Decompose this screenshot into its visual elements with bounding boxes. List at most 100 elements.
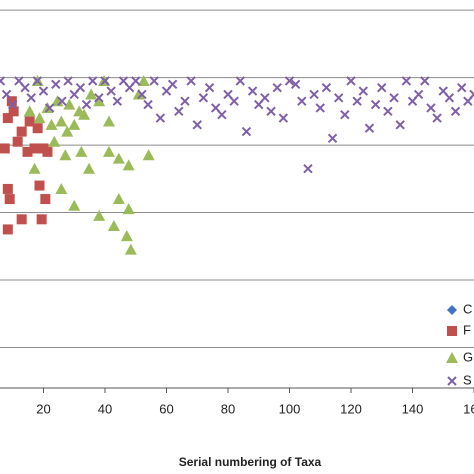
data-point	[78, 108, 91, 120]
data-point	[20, 83, 30, 93]
x-tick-label: 80	[221, 401, 235, 416]
data-point	[426, 103, 436, 113]
data-point	[290, 79, 301, 90]
data-point	[432, 113, 442, 123]
data-point	[107, 220, 120, 232]
legend-marker	[446, 352, 458, 363]
legend-marker	[447, 305, 457, 315]
data-point	[29, 143, 40, 154]
x-tick-label: 100	[279, 401, 301, 416]
data-point	[370, 99, 381, 110]
data-point	[24, 116, 35, 127]
data-point	[8, 99, 18, 110]
data-point	[180, 96, 190, 106]
data-point	[346, 76, 356, 86]
data-point	[63, 76, 73, 86]
data-point	[55, 115, 68, 127]
data-point	[235, 76, 246, 86]
data-point	[260, 93, 270, 103]
data-point	[358, 86, 369, 96]
data-point	[247, 86, 258, 96]
data-point	[33, 112, 46, 124]
data-point	[34, 180, 45, 191]
data-point	[48, 135, 61, 147]
data-point	[112, 193, 125, 205]
data-point	[2, 224, 13, 235]
legend-marker	[447, 326, 457, 336]
data-point	[68, 199, 81, 211]
data-point	[0, 76, 6, 86]
data-point	[395, 120, 405, 130]
data-point	[413, 89, 424, 100]
data-point	[68, 118, 81, 130]
data-point	[229, 96, 239, 106]
x-axis-label: Serial numbering of Taxa	[179, 455, 322, 469]
data-point	[81, 99, 92, 110]
data-point	[450, 106, 461, 117]
data-point	[51, 79, 61, 90]
data-point	[352, 96, 362, 106]
data-point	[22, 146, 33, 157]
data-point	[297, 96, 307, 106]
data-point	[112, 152, 125, 164]
data-point	[23, 105, 36, 117]
data-point	[59, 149, 72, 161]
data-point	[102, 145, 115, 157]
data-point	[4, 194, 15, 205]
data-point	[102, 115, 115, 127]
data-point	[26, 93, 36, 103]
data-point	[401, 76, 412, 86]
data-point	[469, 89, 474, 100]
data-point	[0, 143, 10, 154]
data-point	[132, 88, 145, 100]
legend-marker	[447, 376, 457, 386]
data-point	[1, 89, 12, 100]
data-point	[124, 243, 137, 255]
data-point	[266, 106, 276, 117]
data-point	[36, 214, 47, 225]
data-point	[303, 163, 313, 174]
data-point	[364, 123, 375, 133]
data-point	[57, 96, 67, 106]
x-tick-label: 40	[98, 401, 112, 416]
data-point	[278, 113, 289, 123]
data-point	[315, 103, 325, 113]
data-point	[321, 83, 332, 93]
data-point	[142, 149, 155, 161]
data-point	[272, 83, 282, 93]
data-point	[137, 89, 147, 100]
data-point	[93, 209, 106, 221]
data-point	[28, 162, 41, 174]
data-point	[383, 106, 393, 117]
data-point	[2, 113, 13, 124]
x-tick-label: 140	[402, 401, 424, 416]
data-point	[284, 76, 295, 86]
data-point	[456, 83, 467, 93]
legend-label: F	[463, 322, 471, 337]
data-point	[61, 125, 74, 137]
data-point	[143, 99, 153, 110]
data-point	[83, 162, 96, 174]
data-point	[93, 95, 106, 107]
data-point	[327, 133, 338, 144]
data-point	[42, 146, 53, 157]
x-tick-label: 120	[340, 401, 362, 416]
data-point	[106, 86, 116, 96]
data-point	[198, 93, 209, 103]
data-point	[340, 110, 350, 120]
data-point	[55, 182, 68, 194]
data-point	[38, 86, 49, 96]
data-point	[420, 76, 430, 86]
data-point	[192, 120, 202, 130]
data-point	[204, 83, 215, 93]
data-point	[32, 76, 43, 86]
data-point	[87, 76, 98, 86]
legend-label: G	[463, 349, 473, 364]
data-point	[100, 76, 110, 86]
data-point	[75, 145, 88, 157]
data-point	[444, 93, 455, 103]
data-point	[85, 88, 98, 100]
data-point	[122, 159, 135, 171]
legend-label: S	[463, 372, 472, 387]
